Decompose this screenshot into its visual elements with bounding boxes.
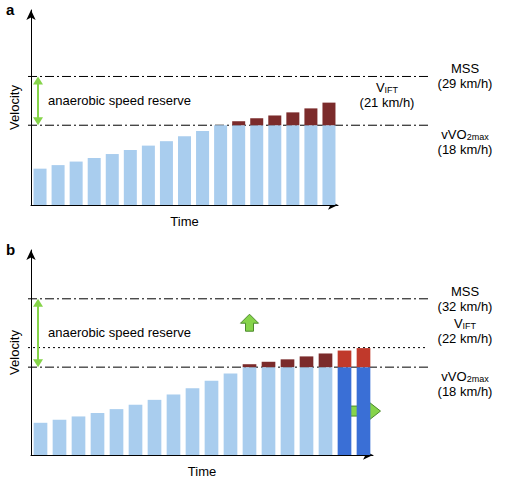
svg-text:(22 km/h): (22 km/h) [438,331,493,346]
svg-text:Time: Time [170,214,198,229]
svg-text:IFT: IFT [463,321,477,331]
svg-text:MSS: MSS [451,61,480,76]
svg-text:Velocity: Velocity [7,85,22,130]
svg-text:2max: 2max [467,374,490,384]
svg-text:vVO: vVO [441,127,466,142]
svg-text:2max: 2max [467,132,490,142]
svg-text:a: a [6,1,15,18]
svg-text:(18 km/h): (18 km/h) [438,142,493,157]
svg-text:Velocity: Velocity [7,330,22,375]
svg-text:(29 km/h): (29 km/h) [438,76,493,91]
svg-text:V: V [454,316,463,331]
svg-text:MSS: MSS [451,284,480,299]
svg-text:b: b [6,241,15,258]
svg-text:IFT: IFT [385,85,399,95]
svg-text:vVO: vVO [441,369,466,384]
svg-text:(21 km/h): (21 km/h) [360,95,415,110]
svg-text:V: V [376,80,385,95]
svg-text:(32 km/h): (32 km/h) [438,299,493,314]
svg-text:anaerobic speed reserve: anaerobic speed reserve [48,93,191,108]
svg-text:Time: Time [188,464,216,479]
svg-text:(18 km/h): (18 km/h) [438,384,493,399]
svg-text:anaerobic speed reserve: anaerobic speed reserve [48,325,191,340]
